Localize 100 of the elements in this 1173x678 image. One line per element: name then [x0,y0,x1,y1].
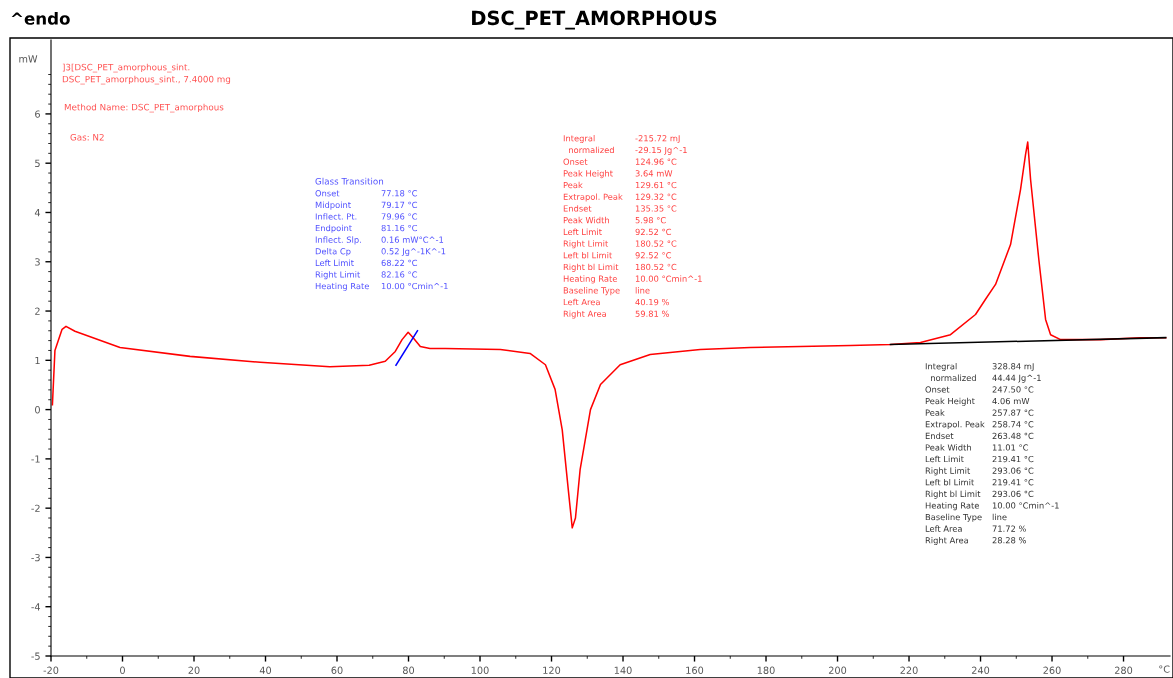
annotation: 129.61 °C [635,181,677,189]
x-tick-label: 160 [686,666,704,674]
annotation: Left Area [563,298,600,306]
annotation: 258.74 °C [992,421,1034,428]
annotation: 247.50 °C [992,386,1034,393]
annotation: 79.96 °C [381,213,418,220]
x-tick-label: 280 [1114,666,1133,674]
annotation: Midpoint [315,201,351,210]
annotation: 81.16 °C [381,224,418,232]
chart-title: DSC_PET_AMORPHOUS [472,10,717,30]
annotation: 293.06 °C [992,467,1034,474]
annotation: 28.28 % [992,537,1026,544]
annotation: 92.52 °C [635,228,672,236]
annotation: 3.64 mW [635,170,673,177]
y-tick-label: -2 [31,504,40,512]
annotation: 77.18 °C [381,190,418,197]
annotation: Left Limit [315,259,354,267]
annotation: Heating Rate [925,502,979,511]
annotation: 0.52 Jg^-1K^-1 [381,248,446,257]
annotation: line [992,513,1007,521]
x-tick-label: 240 [971,666,990,674]
annotation: Gas: N2 [70,133,104,141]
annotation: Onset [563,158,588,165]
annotation: 263.48 °C [992,432,1034,440]
annotation: Peak [925,409,945,416]
annotation: Peak Height [563,170,613,179]
annotation: 59.81 % [635,310,669,317]
annotation: Left Area [925,525,962,532]
y-tick-label: 3 [35,258,40,266]
annotation: Endset [563,205,592,212]
text: ^endo [11,11,70,25]
annotation: Endset [925,432,954,440]
annotation: Glass Transition [315,177,384,185]
y-tick-label: 6 [35,110,40,118]
y-tick-label: -1 [31,455,40,463]
annotation: Right Limit [563,240,609,249]
x-tick-label: 180 [757,666,775,674]
annotation: 10.00 °Cmin^-1 [381,282,448,290]
x-tick-label: 120 [543,666,561,674]
annotation: 71.72 % [992,525,1026,532]
annotation: Right Area [563,310,607,319]
annotation: Endpoint [315,224,352,233]
annotation: 129.32 °C [635,193,677,200]
annotation: 4.06 mW [992,397,1030,405]
annotation: 40.19 % [635,298,669,306]
annotation: Onset [925,386,950,393]
annotation: Baseline Type [925,513,982,522]
annotation: Left Limit [925,455,964,463]
annotation: line [635,287,650,294]
annotation: Left Limit [563,228,602,236]
annotation: Left bl Limit [563,251,613,259]
x-tick-label: 220 [900,666,918,674]
annotation: normalized [931,374,976,382]
annotation: 79.17 °C [381,201,418,209]
annotation: 10.00 °Cmin^-1 [992,502,1059,509]
annotation: 219.41 °C [992,455,1034,463]
annotation: 219.41 °C [992,479,1034,486]
annotation: 293.06 °C [992,490,1034,498]
annotation: Peak Width [563,216,609,224]
y-tick-label: 1 [35,356,40,365]
x-tick-label: 140 [614,666,632,674]
annotation: 180.52 °C [635,240,677,247]
annotation: 328.84 mJ [992,363,1034,371]
annotation: Heating Rate [315,282,369,291]
y-tick-label: -4 [31,603,41,611]
y-tick-label: -3 [31,553,40,562]
x-tick-label: 100 [471,666,489,674]
annotation: 257.87 °C [992,409,1034,416]
y-tick-label: 5 [35,159,40,168]
annotation: Baseline Type [563,287,620,296]
annotation: -215.72 mJ [635,135,680,143]
x-tick-label: 200 [828,666,847,674]
x-tick-label: 20 [188,666,200,674]
x-tick-label: 60 [331,666,343,674]
annotation: Peak Width [925,444,971,451]
annotation: Integral [563,134,595,144]
annotation: 92.52 °C [635,252,672,259]
annotation: Onset [315,190,340,197]
annotation: Heating Rate [563,275,617,284]
y-tick-label: 2 [35,307,40,315]
annotation: 124.96 °C [635,158,677,165]
y-axis-title: mW [19,55,38,63]
annotation: Method Name: DSC_PET_amorphous [64,103,224,113]
annotation: Left bl Limit [925,478,975,486]
annotation: 10.00 °Cmin^-1 [635,275,702,282]
y-tick-label: 0 [35,406,40,414]
annotation: -29.15 Jg^-1 [635,146,687,155]
annotation: Inflect. Slp. [315,236,361,245]
annotation: 0.16 mW°C^-1 [381,236,444,243]
x-tick-label: 40 [259,666,272,674]
annotation: 68.22 °C [381,259,418,267]
x-tick-label: 80 [402,666,415,674]
annotation: Right Limit [315,271,361,280]
annotation: 44.44 Jg^-1 [992,374,1041,383]
annotation: 135.35 °C [635,205,677,212]
annotation: 180.52 °C [635,263,677,271]
annotation: Extrapol. Peak [563,193,623,202]
x-tick-label: 260 [1043,666,1061,674]
annotation: Right bl Limit [925,490,981,499]
annotation: Peak Height [925,397,975,406]
